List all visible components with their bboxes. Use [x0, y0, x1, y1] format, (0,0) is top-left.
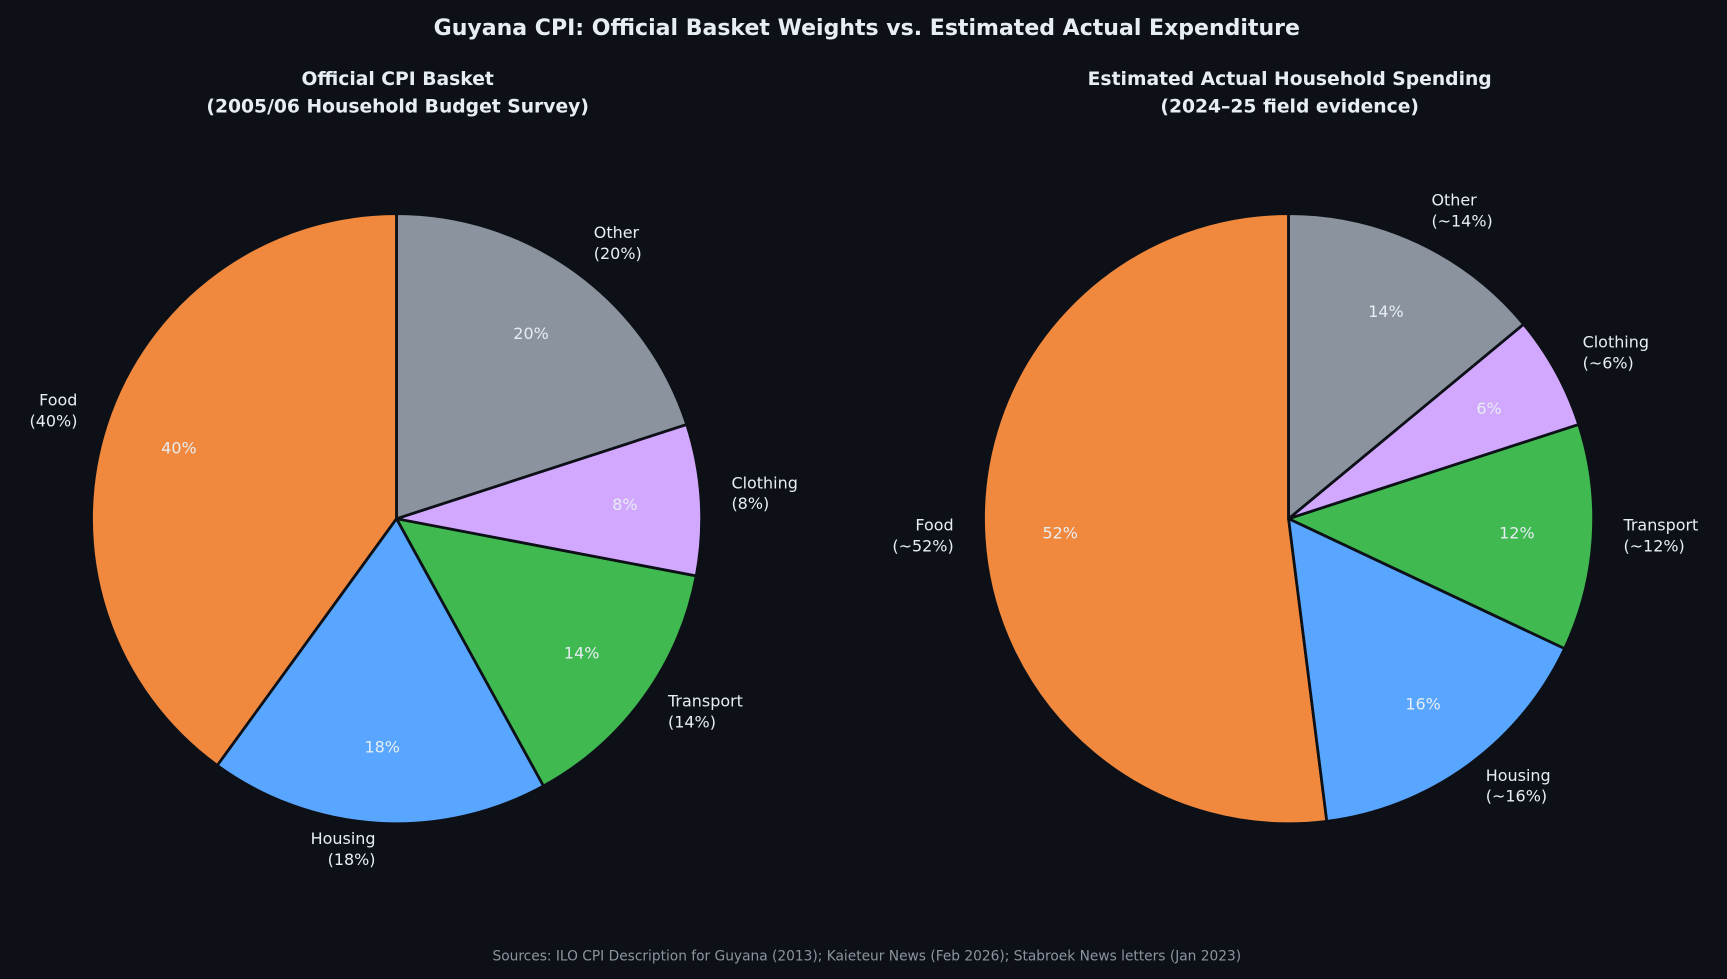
slice-label-clothing: Clothing (~6%) [1583, 333, 1649, 373]
right-chart-title: Estimated Actual Household Spending [1088, 69, 1492, 90]
sources-note: Sources: ILO CPI Description for Guyana … [492, 948, 1241, 964]
pct-label-food: 52% [1043, 524, 1078, 543]
slice-label-food: Food (~52%) [892, 515, 953, 555]
slice-label-housing: Housing (18%) [311, 829, 376, 869]
pct-label-clothing: 8% [612, 495, 637, 514]
suptitle: Guyana CPI: Official Basket Weights vs. … [434, 16, 1300, 41]
pct-label-clothing: 6% [1476, 399, 1501, 418]
pie-slice-food [982, 212, 1329, 826]
left-chart-subtitle: (2005/06 Household Budget Survey) [206, 96, 589, 117]
slice-label-clothing: Clothing (8%) [731, 473, 797, 513]
right-chart-subtitle: (2024–25 field evidence) [1160, 96, 1419, 117]
pie-slice-food [90, 212, 398, 767]
pie-slice-other [1287, 212, 1525, 521]
left-chart-title: Official CPI Basket [301, 69, 493, 90]
slice-label-food: Food (40%) [30, 391, 78, 431]
pie-slice-transport [395, 517, 698, 788]
slice-label-other: Other (~14%) [1431, 191, 1492, 231]
pie-slice-clothing [395, 423, 703, 578]
slice-label-transport: Transport (14%) [667, 692, 743, 732]
pct-label-housing: 16% [1405, 694, 1440, 713]
pct-label-other: 14% [1368, 302, 1403, 321]
pie-slice-housing [1287, 517, 1566, 823]
pct-label-transport: 14% [564, 644, 599, 663]
pct-label-transport: 12% [1499, 524, 1534, 543]
slice-label-transport: Transport (~12%) [1622, 515, 1698, 555]
pie-slice-other [395, 212, 689, 521]
slice-label-other: Other (20%) [594, 223, 642, 263]
pie-slice-housing [215, 517, 545, 826]
pct-label-other: 20% [513, 324, 548, 343]
pct-label-food: 40% [161, 438, 196, 457]
slice-label-housing: Housing (~16%) [1486, 766, 1551, 806]
pie-slice-transport [1287, 423, 1595, 650]
left-pie: 40% Food (40%) 18% Housing (18%) 14% Transport(… [30, 212, 798, 869]
right-pie: 52% Food (~52%) 16% Housing (~16%) 12% Transpor… [892, 191, 1698, 826]
pct-label-housing: 18% [364, 738, 399, 757]
